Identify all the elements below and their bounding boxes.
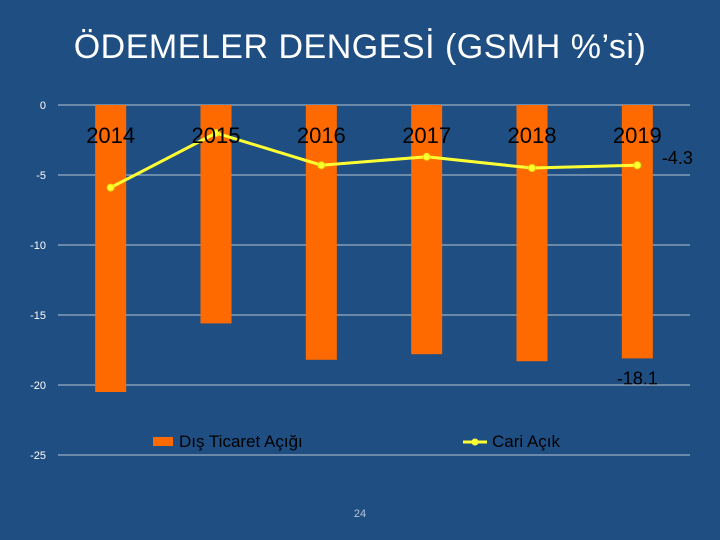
line-point xyxy=(212,129,220,137)
category-label: 2016 xyxy=(297,123,346,148)
line-series xyxy=(106,129,642,192)
bar xyxy=(411,105,443,355)
bar xyxy=(305,105,337,360)
y-axis-ticks: 0 -5 -10 -15 -20 -25 xyxy=(30,100,46,462)
legend-label-line: Cari Açık xyxy=(492,432,561,451)
line-point xyxy=(528,164,536,172)
bar xyxy=(516,105,548,362)
y-tick-label: -5 xyxy=(36,170,46,182)
legend-swatch-marker xyxy=(471,438,479,446)
y-tick-label: -10 xyxy=(30,240,46,252)
bar-series xyxy=(95,105,653,392)
line-point xyxy=(633,161,642,170)
category-label: 2019 xyxy=(613,123,662,148)
category-labels: 2014 2015 2016 2017 2018 2019 xyxy=(86,123,662,148)
slide-title: ÖDEMELER DENGESİ (GSMH %’si) xyxy=(73,28,647,66)
gridlines xyxy=(58,104,690,456)
category-label: 2018 xyxy=(508,123,557,148)
bar xyxy=(200,105,232,324)
y-tick-label: -20 xyxy=(30,380,46,392)
bar xyxy=(95,105,127,392)
category-label: 2014 xyxy=(86,123,135,148)
cari-acik-line xyxy=(109,131,638,189)
legend-label-bar: Dış Ticaret Açığı xyxy=(179,432,303,451)
legend: Dış Ticaret Açığı Cari Açık xyxy=(153,432,561,451)
category-label: 2017 xyxy=(402,123,451,148)
data-labels: -18.1 -4.3 xyxy=(617,148,693,388)
page-number: 24 xyxy=(353,508,367,520)
y-tick-label: -25 xyxy=(30,450,46,462)
line-point xyxy=(422,152,431,161)
y-tick-label: -15 xyxy=(30,310,46,322)
legend-swatch-bar xyxy=(153,437,173,446)
data-label: -18.1 xyxy=(617,368,658,388)
bar xyxy=(621,105,653,359)
line-point xyxy=(106,183,115,192)
data-label: -4.3 xyxy=(662,148,693,168)
category-label: 2015 xyxy=(192,123,241,148)
line-point xyxy=(317,161,326,170)
y-tick-label: 0 xyxy=(40,100,46,112)
